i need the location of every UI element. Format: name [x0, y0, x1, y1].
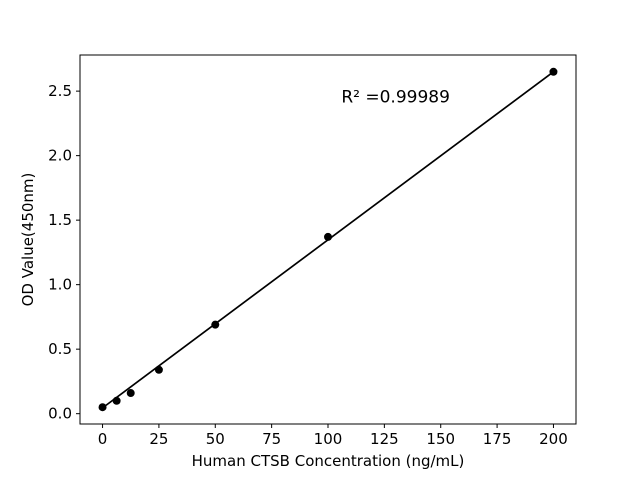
x-tick-label: 75 [262, 430, 281, 448]
data-point [98, 403, 107, 412]
data-point [324, 232, 332, 241]
y-tick-label: 0.5 [48, 340, 72, 358]
x-tick-label: 200 [539, 430, 568, 448]
x-tick-label: 125 [370, 430, 399, 448]
y-tick-label: 1.0 [48, 276, 72, 294]
x-tick-label: 25 [149, 430, 168, 448]
data-point [126, 389, 135, 398]
data-point [112, 396, 121, 405]
x-tick-label: 50 [206, 430, 225, 448]
y-tick-label: 1.5 [48, 211, 72, 229]
y-tick-label: 0.0 [48, 405, 72, 423]
r-squared-annotation: R² =0.99989 [341, 88, 450, 108]
data-point [154, 365, 163, 374]
y-axis-label: OD Value(450nm) [19, 173, 37, 307]
x-tick-label: 100 [314, 430, 343, 448]
x-tick-label: 150 [426, 430, 455, 448]
y-tick-label: 2.0 [48, 147, 72, 165]
data-point [211, 320, 220, 329]
x-tick-label: 0 [98, 430, 108, 448]
y-tick-label: 2.5 [48, 82, 72, 100]
x-tick-label: 175 [483, 430, 512, 448]
x-axis-label: Human CTSB Concentration (ng/mL) [192, 452, 465, 470]
data-point [549, 67, 558, 76]
